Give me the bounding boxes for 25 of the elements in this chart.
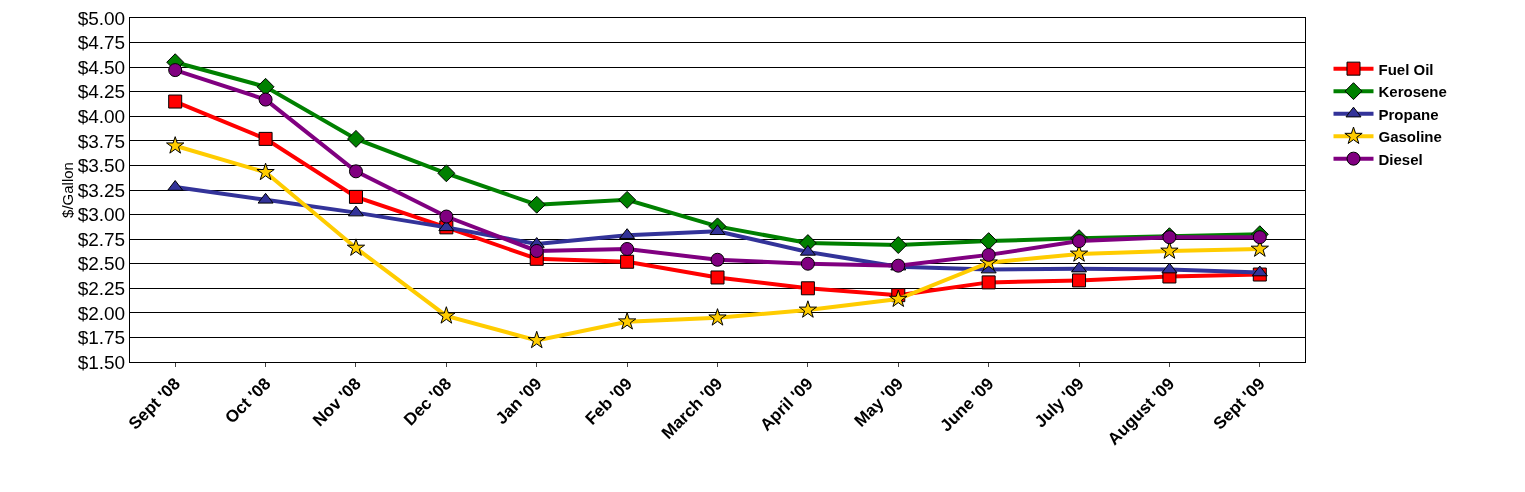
y-tick-label: $4.75 (77, 32, 126, 54)
y-axis-title: $/Gallon (58, 162, 76, 218)
y-tick-label: $1.75 (77, 327, 126, 349)
legend-label: Fuel Oil (1378, 60, 1434, 78)
y-tick-label: $4.50 (77, 56, 126, 78)
y-tick-label: $5.00 (77, 7, 126, 29)
y-tick-label: $2.25 (77, 277, 126, 299)
y-tick-label: $4.25 (77, 81, 126, 103)
legend-label: Diesel (1378, 150, 1423, 168)
legend-label: Kerosene (1378, 83, 1447, 100)
y-tick-label: $3.50 (77, 155, 126, 177)
y-tick-label: $3.75 (77, 130, 126, 152)
y-tick-label: $2.50 (77, 253, 126, 275)
legend-label: Propane (1378, 105, 1439, 123)
y-tick-label: $2.75 (77, 228, 126, 250)
x-tick-label: Feb '09 (581, 374, 636, 429)
x-tick-label: Jan '09 (491, 374, 546, 429)
x-tick-label: Oct '08 (221, 374, 275, 428)
y-tick-label: $2.00 (77, 302, 126, 324)
y-tick-label: $4.00 (77, 105, 126, 127)
y-tick-label: $1.50 (77, 351, 126, 373)
legend-label: Gasoline (1378, 128, 1442, 145)
y-tick-label: $3.00 (77, 204, 126, 226)
x-tick-label: Dec '08 (400, 374, 456, 430)
y-tick-label: $3.25 (77, 179, 126, 201)
